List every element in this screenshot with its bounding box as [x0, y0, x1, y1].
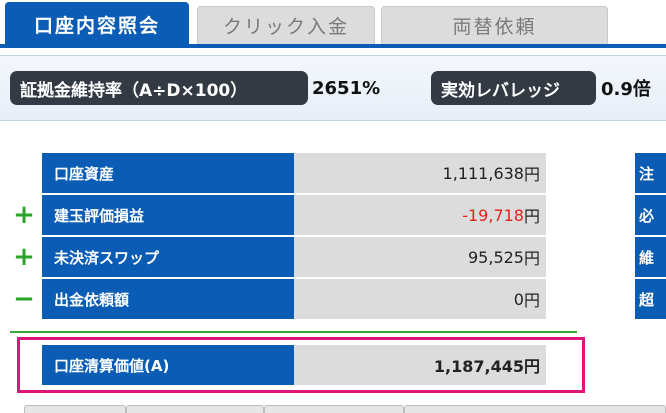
leverage-label: 実効レバレッジ — [431, 71, 596, 105]
right-column-item: 必 — [635, 195, 666, 235]
bottom-tab[interactable] — [404, 405, 666, 413]
right-column-item: 注 — [635, 153, 666, 193]
value-unit: 円 — [523, 249, 540, 268]
bottom-tab[interactable] — [24, 405, 126, 413]
value-unit: 円 — [523, 165, 540, 184]
tab-click-deposit[interactable]: クリック入金 — [197, 6, 375, 44]
bottom-tab[interactable] — [126, 405, 264, 413]
row-label: 未決済スワップ — [42, 237, 294, 277]
total-highlight-box — [17, 337, 585, 393]
row-label: 建玉評価損益 — [42, 195, 294, 235]
row-label: 出金依頼額 — [42, 279, 294, 319]
total-value: 1,187,445円 — [294, 345, 546, 385]
value-unit: 円 — [523, 207, 540, 226]
table-row-unsettled-swap: + 未決済スワップ 95,525 円 — [0, 237, 666, 277]
row-label: 口座資産 — [42, 153, 294, 193]
plus-icon: + — [13, 242, 35, 272]
row-value: 1,111,638 円 — [294, 153, 546, 193]
bottom-tab[interactable] — [264, 405, 404, 413]
leverage-value: 0.9倍 — [601, 79, 651, 100]
row-value: 95,525 円 — [294, 237, 546, 277]
right-column-item: 超 — [635, 279, 666, 319]
value-number: 1,111,638 — [442, 163, 524, 183]
margin-rate-label: 証拠金維持率（A÷D×100） — [10, 71, 308, 105]
value-number: 0 — [513, 289, 524, 309]
summary-bar: 証拠金維持率（A÷D×100） 2651% 実効レバレッジ 0.9倍 — [0, 55, 666, 121]
total-label: 口座清算価値(A) — [42, 345, 294, 385]
tab-underline — [0, 44, 666, 48]
value-number: 95,525 — [468, 247, 524, 267]
table-row-account-assets: 口座資産 1,111,638 円 — [0, 153, 666, 193]
row-value: -19,718 円 — [294, 195, 546, 235]
row-divider — [42, 193, 546, 195]
right-column-item: 維 — [635, 237, 666, 277]
value-unit: 円 — [523, 291, 540, 310]
row-divider — [42, 277, 546, 279]
tab-exchange-request[interactable]: 両替依頼 — [381, 6, 608, 44]
tab-account-details[interactable]: 口座内容照会 — [5, 2, 189, 46]
table-row-unrealized-pl: + 建玉評価損益 -19,718 円 — [0, 195, 666, 235]
minus-icon: − — [13, 284, 35, 314]
margin-rate-value: 2651% — [312, 77, 381, 99]
plus-icon: + — [13, 200, 35, 230]
row-divider — [42, 235, 546, 237]
row-sign — [12, 158, 36, 188]
tab-bar: 口座内容照会 クリック入金 両替依頼 — [0, 0, 666, 50]
sum-divider — [10, 331, 577, 333]
value-number: -19,718 — [462, 205, 524, 225]
